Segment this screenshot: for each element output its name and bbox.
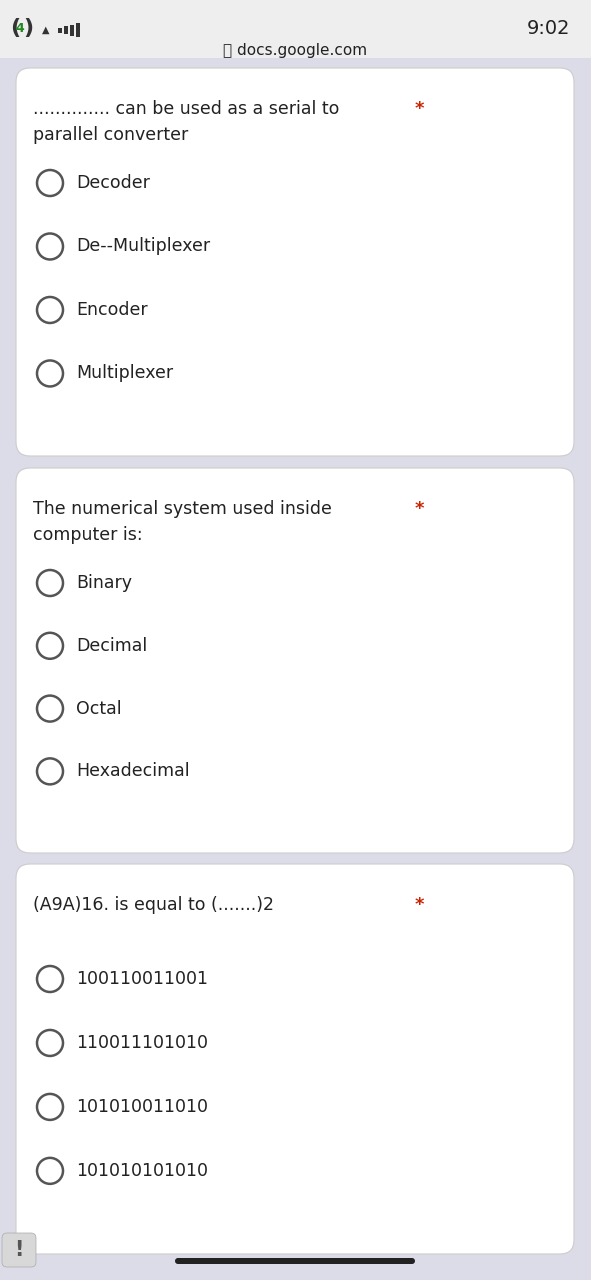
Text: .............. can be used as a serial to
parallel converter: .............. can be used as a serial t…	[33, 100, 339, 143]
Text: Octal: Octal	[76, 700, 122, 718]
Text: *: *	[415, 100, 424, 118]
Text: De--Multiplexer: De--Multiplexer	[76, 238, 210, 256]
Text: 101010101010: 101010101010	[76, 1162, 208, 1180]
Text: The numerical system used inside
computer is:: The numerical system used inside compute…	[33, 500, 332, 544]
Text: !: !	[14, 1240, 24, 1260]
Text: Encoder: Encoder	[76, 301, 148, 319]
FancyBboxPatch shape	[16, 68, 574, 456]
Text: Hexadecimal: Hexadecimal	[76, 763, 190, 781]
Text: 100110011001: 100110011001	[76, 970, 208, 988]
FancyBboxPatch shape	[70, 26, 74, 36]
Text: ): )	[23, 18, 33, 38]
Text: 4: 4	[15, 22, 24, 35]
Text: Decoder: Decoder	[76, 174, 150, 192]
Text: Binary: Binary	[76, 573, 132, 591]
Text: 101010011010: 101010011010	[76, 1098, 208, 1116]
FancyBboxPatch shape	[64, 26, 68, 35]
Text: 9:02: 9:02	[527, 18, 570, 37]
Text: ▲: ▲	[42, 26, 50, 35]
FancyBboxPatch shape	[175, 1258, 415, 1265]
FancyBboxPatch shape	[76, 23, 80, 37]
FancyBboxPatch shape	[16, 468, 574, 852]
Text: 🔒 docs.google.com: 🔒 docs.google.com	[223, 42, 367, 58]
FancyBboxPatch shape	[0, 0, 591, 58]
FancyBboxPatch shape	[58, 28, 62, 33]
Text: *: *	[415, 896, 424, 914]
Text: *: *	[415, 500, 424, 518]
Text: (A9A)16. is equal to (.......)2: (A9A)16. is equal to (.......)2	[33, 896, 274, 914]
FancyBboxPatch shape	[16, 864, 574, 1254]
Text: (: (	[10, 18, 20, 38]
Text: Multiplexer: Multiplexer	[76, 365, 173, 383]
Text: 110011101010: 110011101010	[76, 1034, 208, 1052]
FancyBboxPatch shape	[2, 1233, 36, 1267]
Text: Decimal: Decimal	[76, 636, 147, 655]
